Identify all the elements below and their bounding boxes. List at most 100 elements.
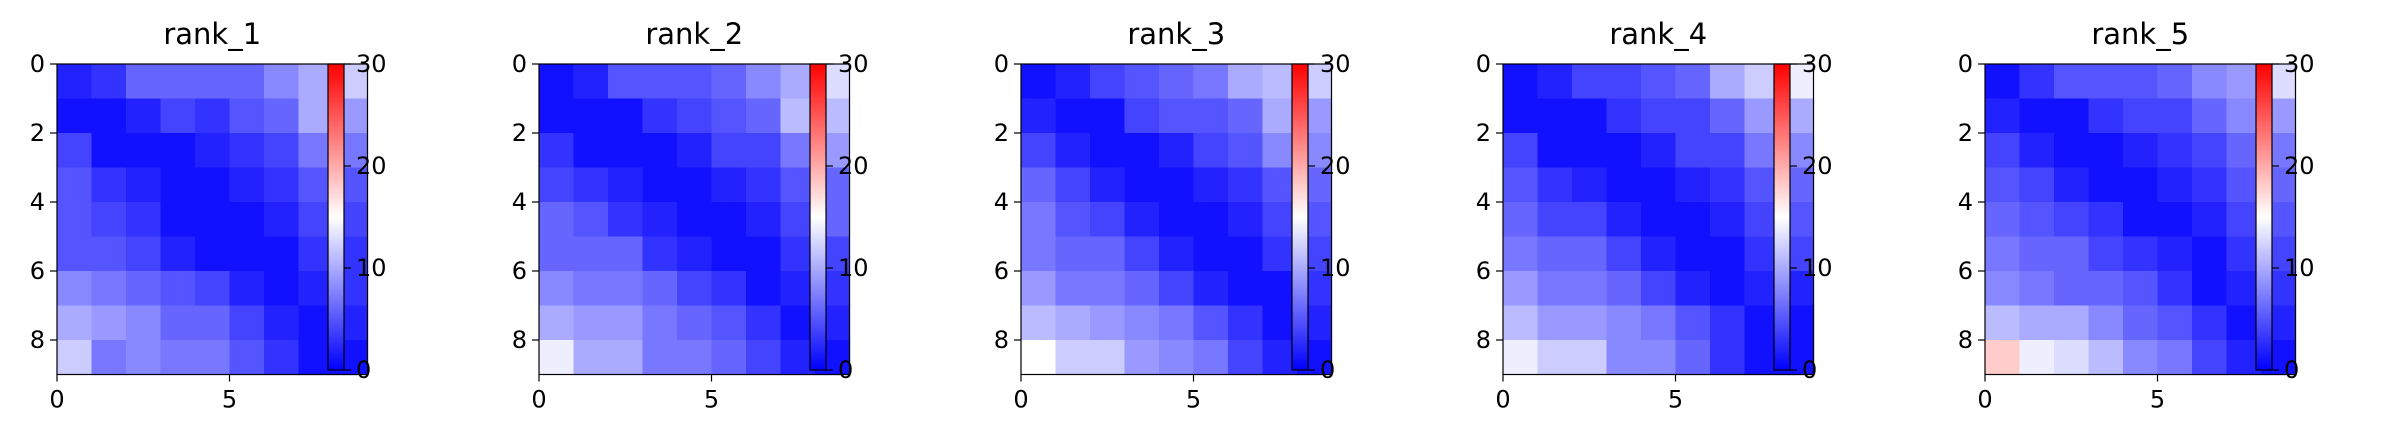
heatmap-cell <box>1090 167 1126 203</box>
heatmap-panel-4: rank_4 0 2 4 6 8 0 5 0 10 20 30 <box>1476 17 1833 414</box>
heatmap-cell <box>2019 167 2055 203</box>
heatmap-cell <box>1055 64 1091 100</box>
heatmap-cell <box>677 202 713 238</box>
heatmap-cell <box>2123 236 2159 272</box>
heatmap-cell <box>1606 98 1642 134</box>
heatmap-cell <box>677 340 713 376</box>
heatmap-cell <box>2192 98 2228 134</box>
heatmap-cell <box>2088 98 2124 134</box>
heatmap-cell <box>1124 167 1160 203</box>
heatmap-cell <box>1021 305 1057 341</box>
heatmap-cell <box>57 236 93 272</box>
heatmap-cell <box>2123 271 2159 307</box>
heatmap-cell <box>642 167 678 203</box>
heatmap-cell <box>126 133 162 169</box>
heatmap-cell <box>1537 202 1573 238</box>
heatmap-cell <box>1228 271 1264 307</box>
heatmap-cell <box>746 167 782 203</box>
heatmap-cell <box>1228 98 1264 134</box>
heatmap-cell <box>195 236 231 272</box>
heatmap-cell <box>264 98 300 134</box>
heatmap-cell <box>573 202 609 238</box>
y-tick-label: 2 <box>1476 119 1491 147</box>
heatmap-cell <box>160 271 196 307</box>
x-tick-label: 0 <box>1495 386 1510 414</box>
heatmap-cell <box>1985 340 2021 376</box>
heatmap-cell <box>2019 271 2055 307</box>
heatmap-cell <box>746 64 782 100</box>
heatmap-cell <box>1021 98 1057 134</box>
heatmap-cell <box>160 98 196 134</box>
heatmap-cell <box>1228 202 1264 238</box>
chart-title: rank_4 <box>1609 17 1707 51</box>
heatmap-cell <box>1021 271 1057 307</box>
x-tick-label: 5 <box>1186 386 1201 414</box>
heatmap-cell <box>539 202 575 238</box>
heatmap-cell <box>1503 236 1539 272</box>
y-tick-label: 4 <box>994 188 1009 216</box>
heatmap-cell <box>539 167 575 203</box>
heatmap-cell <box>677 236 713 272</box>
colorbar <box>809 63 827 371</box>
heatmap-cell <box>1537 64 1573 100</box>
heatmap-cell <box>57 64 93 100</box>
heatmap-cell <box>1503 133 1539 169</box>
heatmap-cell <box>608 236 644 272</box>
heatmap-cell <box>1675 271 1711 307</box>
heatmap-cell <box>229 202 265 238</box>
heatmap-cell <box>2192 271 2228 307</box>
heatmap-cell <box>1193 340 1229 376</box>
heatmap-cell <box>1710 64 1746 100</box>
heatmap-cell <box>2019 305 2055 341</box>
chart-title: rank_5 <box>2091 17 2189 51</box>
heatmap-cell <box>160 236 196 272</box>
heatmap-cell <box>2157 305 2193 341</box>
heatmap-cell <box>539 271 575 307</box>
heatmap-cell <box>1710 133 1746 169</box>
heatmap-cell <box>2123 64 2159 100</box>
heatmap-cell <box>2054 133 2090 169</box>
heatmap-cell <box>1124 340 1160 376</box>
heatmap-cell <box>1159 271 1195 307</box>
heatmap-cell <box>126 305 162 341</box>
heatmap-cell <box>264 236 300 272</box>
heatmap-cell <box>2123 167 2159 203</box>
heatmap-cell <box>2192 167 2228 203</box>
heatmap-cell <box>91 340 127 376</box>
heatmap-cell <box>57 167 93 203</box>
heatmap-cell <box>1193 98 1229 134</box>
y-tick-label: 6 <box>1958 257 1973 285</box>
heatmap-cell <box>57 305 93 341</box>
heatmap-cell <box>1159 133 1195 169</box>
heatmap-cell <box>711 64 747 100</box>
colorbar-tick-label: 0 <box>1320 356 1335 384</box>
heatmap-cell <box>573 167 609 203</box>
heatmap-cell <box>677 305 713 341</box>
heatmap-cell <box>1228 340 1264 376</box>
heatmap-cell <box>1572 202 1608 238</box>
heatmap-cell <box>91 271 127 307</box>
heatmap-cell <box>1193 236 1229 272</box>
heatmap-cell <box>746 271 782 307</box>
heatmap-cell <box>229 98 265 134</box>
x-tick-label: 5 <box>222 386 237 414</box>
heatmap-cell <box>2019 236 2055 272</box>
heatmap-cell <box>1021 340 1057 376</box>
heatmap-cell <box>1228 236 1264 272</box>
heatmap-cell <box>57 98 93 134</box>
y-tick-label: 8 <box>30 326 45 354</box>
heatmap-cell <box>1021 167 1057 203</box>
x-tick-label: 0 <box>1013 386 1028 414</box>
heatmap-cell <box>1228 64 1264 100</box>
heatmap-cell <box>1537 133 1573 169</box>
heatmap-cell <box>677 133 713 169</box>
heatmap-cell <box>1641 340 1677 376</box>
x-tick-label: 5 <box>1668 386 1683 414</box>
heatmap-cell <box>746 305 782 341</box>
colorbar-tick-label: 10 <box>1802 254 1833 282</box>
heatmap-cell <box>126 167 162 203</box>
colorbar-tick-label: 20 <box>1802 152 1833 180</box>
heatmap-cell <box>264 133 300 169</box>
heatmap-cell <box>677 64 713 100</box>
heatmap-cell <box>677 167 713 203</box>
